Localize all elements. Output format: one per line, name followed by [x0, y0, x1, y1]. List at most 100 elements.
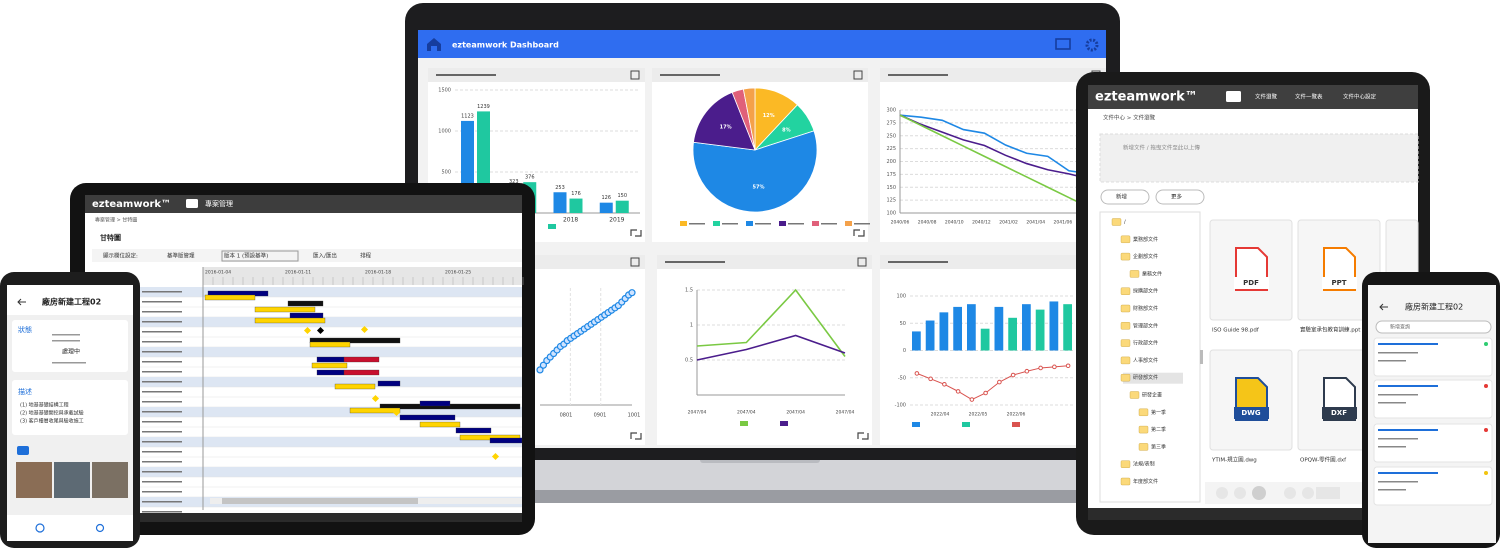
folder-tree-item[interactable]: 年度部文件 — [1133, 478, 1158, 485]
export-icon[interactable] — [853, 70, 863, 80]
task-name-placeholder — [142, 451, 182, 453]
page-title: 甘特圖 — [100, 233, 121, 242]
folder-icon — [1129, 270, 1140, 278]
folder-tree-item[interactable]: 第二季 — [1151, 426, 1166, 433]
timeline-date: 2016-01-11 — [285, 270, 311, 276]
fullscreen-icon[interactable] — [630, 229, 642, 237]
folder-tree-item[interactable]: 研發部文件 — [1133, 374, 1158, 381]
file-type-label: DXF — [1331, 409, 1347, 417]
pagination-button[interactable] — [1284, 487, 1296, 499]
widget-title-placeholder — [436, 74, 496, 76]
task-name-placeholder — [142, 301, 182, 303]
pagination-button[interactable] — [1216, 487, 1228, 499]
page-size-select[interactable] — [1316, 487, 1340, 499]
brand-logo: ezteamwork™ — [92, 199, 171, 210]
search-button[interactable] — [95, 523, 105, 533]
pagination-button[interactable] — [1302, 487, 1314, 499]
status-card — [12, 320, 128, 372]
task-card[interactable] — [1373, 466, 1493, 506]
bar-value-label: 126 — [601, 195, 611, 201]
folder-tree-panel — [1099, 211, 1201, 503]
search-box[interactable] — [1375, 320, 1492, 334]
folder-tree-item[interactable]: 第三季 — [1151, 443, 1166, 450]
folder-tree-item[interactable]: 企劃部文件 — [1133, 253, 1158, 260]
folder-tree-item[interactable]: / — [1124, 220, 1126, 226]
bar — [1035, 309, 1045, 351]
line-point — [942, 381, 947, 387]
task-name-placeholder — [142, 421, 182, 423]
fullscreen-icon[interactable] — [857, 432, 869, 440]
y-tick-label: 300 — [886, 108, 896, 114]
widget-header — [657, 255, 872, 269]
nav-menu-item[interactable]: 文件一覽表 — [1295, 93, 1323, 101]
upload-dropzone[interactable] — [1099, 133, 1419, 183]
add-button[interactable] — [35, 523, 45, 533]
export-icon[interactable] — [630, 257, 640, 267]
y-tick-label: 0.5 — [685, 358, 693, 364]
task-name-placeholder — [142, 291, 182, 293]
folder-tree-item[interactable]: 財務部文件 — [1133, 305, 1158, 312]
y-tick-label: 150 — [886, 185, 896, 191]
photo-thumbnail[interactable] — [16, 462, 52, 498]
milestone — [392, 408, 401, 417]
export-icon[interactable] — [630, 70, 640, 80]
folder-tree-item[interactable]: 研發企畫 — [1142, 392, 1162, 399]
folder-tree-item[interactable]: 人事部文件 — [1133, 357, 1158, 364]
y-tick-label: 0 — [903, 348, 906, 354]
bar — [569, 198, 583, 213]
back-arrow[interactable] — [1379, 303, 1388, 311]
photo-thumbnail[interactable] — [92, 462, 128, 498]
widget-header — [652, 68, 868, 82]
milestone — [360, 325, 369, 334]
home-icon[interactable] — [427, 38, 441, 51]
folder-tree-item[interactable]: 第一季 — [1151, 409, 1166, 416]
settings-icon[interactable] — [1085, 38, 1099, 52]
pie-slice — [692, 130, 818, 213]
y-tick-label: 175 — [886, 172, 896, 178]
fullscreen-icon[interactable] — [853, 229, 865, 237]
folder-icon — [1120, 252, 1131, 261]
pagination-current[interactable] — [1252, 486, 1266, 500]
monitor-icon[interactable] — [1055, 38, 1071, 50]
folder-tree-item[interactable]: 行政部文件 — [1133, 340, 1158, 347]
folder-tree-item[interactable]: 採購部文件 — [1133, 288, 1158, 295]
scrollbar-thumb[interactable] — [222, 498, 418, 504]
folder-tree-item[interactable]: 業務部文件 — [1133, 236, 1158, 243]
bar — [939, 312, 949, 351]
y-tick-label: -50 — [898, 375, 906, 381]
x-tick-label: 2047/04 — [688, 410, 707, 416]
file-name: 實驗室承包教育訓練.ppt — [1300, 326, 1361, 334]
brand-logo: ezteamwork™ — [1095, 90, 1198, 105]
folder-icon — [1120, 339, 1131, 347]
version-select[interactable] — [221, 250, 299, 262]
task-card[interactable] — [1373, 379, 1493, 419]
bar — [1063, 304, 1072, 351]
y-tick-label: 50 — [900, 321, 906, 327]
legend-text-placeholder — [821, 223, 837, 225]
folder-tree-item[interactable]: 法規/表制 — [1133, 461, 1155, 468]
status-value: 處理中 — [62, 348, 80, 356]
y-tick-label: 250 — [886, 133, 896, 139]
dashboard-header — [418, 30, 1106, 58]
legend-swatch — [740, 421, 748, 426]
pagination-button[interactable] — [1234, 487, 1246, 499]
task-card[interactable] — [1373, 337, 1493, 377]
toolbar-item: 排程 — [360, 252, 372, 260]
camera-button[interactable] — [17, 446, 29, 455]
nav-menu-item[interactable]: 文件中心設定 — [1343, 93, 1377, 101]
nav-menu-item[interactable]: 文件瀏覽 — [1255, 93, 1278, 101]
export-icon[interactable] — [857, 257, 867, 267]
toolbar-button[interactable] — [1155, 189, 1205, 205]
folder-tree-item[interactable]: 管理部文件 — [1133, 322, 1158, 329]
photo-thumbnail[interactable] — [54, 462, 90, 498]
back-arrow[interactable] — [17, 298, 26, 306]
line-point — [955, 389, 961, 394]
task-card[interactable] — [1373, 423, 1493, 463]
toolbar-button[interactable] — [1100, 189, 1150, 205]
folder-tree-item[interactable]: 業務文件 — [1142, 270, 1162, 277]
fullscreen-icon[interactable] — [630, 432, 642, 440]
legend-text-placeholder — [722, 223, 738, 225]
laptop-base-shadow — [370, 490, 1150, 503]
